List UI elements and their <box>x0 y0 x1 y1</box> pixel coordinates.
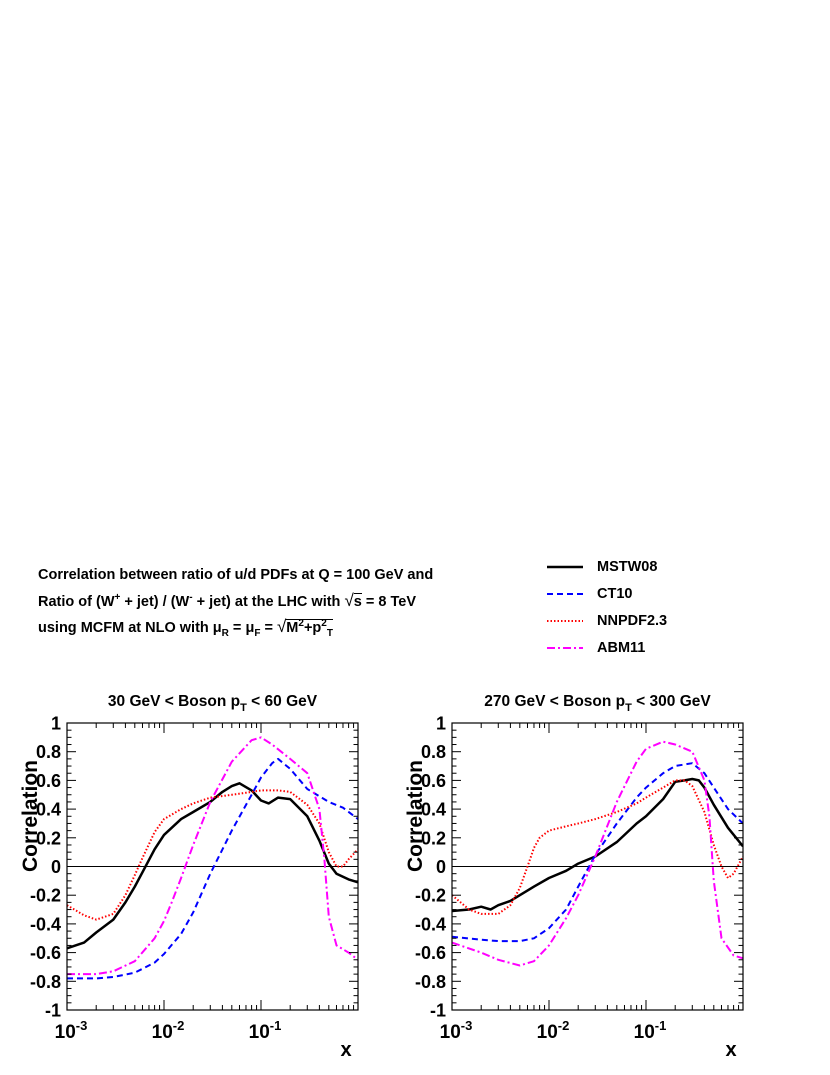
legend-entry-ct10: CT10 <box>545 580 775 607</box>
legend-label-ct10: CT10 <box>597 585 633 602</box>
m-symbol: M <box>286 620 299 636</box>
y-tick-label: 1 <box>51 714 61 734</box>
x-axis-label: x <box>340 1039 351 1061</box>
mu-f-subscript: F <box>254 627 261 639</box>
series-abm11-line <box>452 740 743 967</box>
y-tick-label: -0.6 <box>415 943 446 963</box>
x-tick-label: 10-3 <box>440 1018 473 1043</box>
series-abm11-line <box>67 736 358 976</box>
y-tick-label: 0.4 <box>36 800 61 820</box>
y-tick-label: 0.2 <box>421 828 446 848</box>
y-tick-label: 0.8 <box>421 742 446 762</box>
legend-entry-nnpdf: NNPDF2.3 <box>545 607 775 634</box>
panel-title: 30 GeV < Boson pT < 60 GeV <box>108 693 318 714</box>
y-tick-label: 0.4 <box>421 800 446 820</box>
legend-entry-mstw08: MSTW08 <box>545 553 775 580</box>
x-axis-label: x <box>725 1039 736 1061</box>
header-line-2-a: Ratio of (W <box>38 594 115 610</box>
y-tick-label: -0.6 <box>30 943 61 963</box>
header-line-3-eq: = <box>228 620 246 636</box>
legend-label-mstw08: MSTW08 <box>597 558 658 575</box>
legend-line-abm11 <box>547 646 583 649</box>
x-tick-label: 10-2 <box>537 1018 570 1043</box>
y-tick-label: -1 <box>430 1001 446 1021</box>
series-nnpdf23-line <box>452 779 743 915</box>
x-tick-label: 10-1 <box>249 1018 282 1043</box>
sqrt-icon: √ <box>344 591 354 610</box>
legend-line-ct10 <box>547 592 583 595</box>
mu-r-symbol: μ <box>212 620 222 636</box>
y-tick-label: -0.4 <box>30 914 61 934</box>
y-tick-label: -0.8 <box>415 972 446 992</box>
legend-line-nnpdf <box>547 619 583 622</box>
legend: MSTW08 CT10 NNPDF2.3 ABM11 <box>545 553 775 661</box>
header-line-2-b: + jet) / (W <box>120 594 190 610</box>
panel-title: 270 GeV < Boson pT < 300 GeV <box>484 693 711 714</box>
y-tick-label: -0.4 <box>415 914 446 934</box>
sqrt-expression: M2+p2T <box>286 618 333 638</box>
x-tick-label: 10-3 <box>55 1018 88 1043</box>
legend-label-nnpdf: NNPDF2.3 <box>597 612 668 629</box>
header-line-1: Correlation between ratio of u/d PDFs at… <box>38 567 434 583</box>
y-tick-label: 1 <box>436 714 446 734</box>
y-tick-label: -0.8 <box>30 972 61 992</box>
y-axis-label: Correlation <box>404 760 427 872</box>
x-tick-label: 10-1 <box>634 1018 667 1043</box>
y-tick-label: 0.6 <box>36 771 61 791</box>
y-tick-label: 0 <box>436 857 446 877</box>
chart-panel-2: -1 -0.8 -0.6 -0.4 -0.2 0 0.2 0.4 0.6 0.8 1 10-3 10-2… <box>404 693 744 1061</box>
x-tick-label: 10-2 <box>152 1018 185 1043</box>
plus-p: +p <box>303 620 322 636</box>
header-line-3-eq2: = <box>260 620 277 636</box>
legend-line-mstw08 <box>547 565 583 568</box>
p-superscript: 2 <box>321 618 327 630</box>
series-nnpdf23-line <box>67 789 358 921</box>
mu-f-symbol: μ <box>245 620 255 636</box>
y-tick-label: 0.2 <box>36 828 61 848</box>
y-tick-label: 0 <box>51 857 61 877</box>
legend-entry-abm11: ABM11 <box>545 634 775 661</box>
header-line-3-a: using MCFM at NLO with <box>38 620 213 636</box>
y-tick-label: 0.8 <box>36 742 61 762</box>
series-ct10-line <box>67 757 358 980</box>
m-superscript: 2 <box>298 618 304 630</box>
header-line-2-sup1: + <box>114 592 121 604</box>
header-line-2-c: + jet) at the LHC with <box>192 594 345 610</box>
series-mstw08-line <box>452 777 743 913</box>
y-tick-label: -0.2 <box>30 886 61 906</box>
y-tick-label: -0.2 <box>415 886 446 906</box>
header-line-2-d: = 8 TeV <box>361 594 416 610</box>
y-tick-label: -1 <box>45 1001 61 1021</box>
chart-header: Correlation between ratio of u/d PDFs at… <box>38 562 508 640</box>
series-mstw08-line <box>67 782 358 950</box>
y-axis-label: Correlation <box>19 760 42 872</box>
y-tick-label: 0.6 <box>421 771 446 791</box>
sqrt-argument: s <box>353 593 362 610</box>
series-ct10-line <box>452 762 743 943</box>
mu-r-subscript: R <box>221 627 229 639</box>
sqrt-icon: √ <box>276 617 287 636</box>
header-line-3: using MCFM at NLO with μR = μF = √M2+p2T <box>38 614 508 640</box>
header-line-2-sup2: - <box>189 592 193 604</box>
chart-panel-1: -1 -0.8 -0.6 -0.4 -0.2 0 0.2 0.4 0.6 0.8 1 10-3 10-2… <box>19 693 359 1061</box>
p-subscript: T <box>326 627 333 639</box>
legend-label-abm11: ABM11 <box>597 639 646 656</box>
header-line-2: Ratio of (W+ + jet) / (W- + jet) at the … <box>38 588 508 614</box>
